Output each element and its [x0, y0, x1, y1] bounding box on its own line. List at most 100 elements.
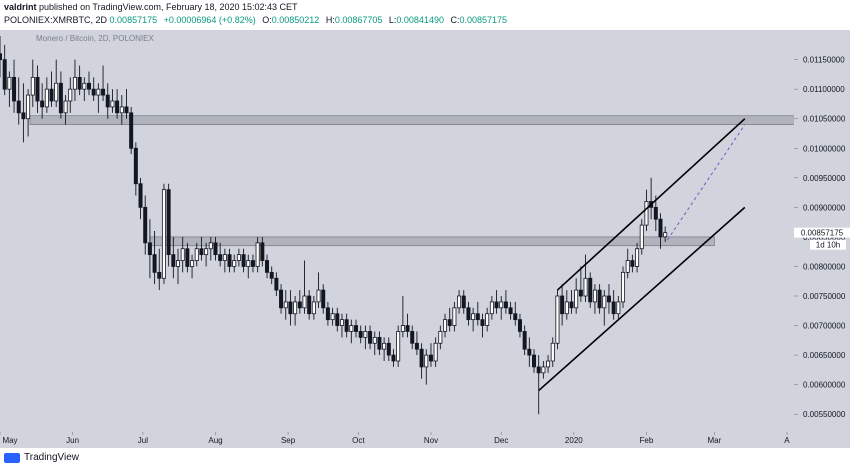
candle	[293, 296, 298, 326]
candle	[546, 355, 551, 373]
candle	[424, 349, 429, 385]
candle-body	[68, 88, 73, 102]
candle	[133, 142, 138, 196]
candle	[344, 313, 349, 338]
candle	[405, 313, 410, 338]
candle	[199, 236, 204, 261]
candle	[396, 325, 401, 367]
candle-body	[410, 331, 415, 344]
candle-body	[447, 319, 452, 326]
symbol-label[interactable]: POLONIEX:XMRBTC, 2D	[4, 15, 108, 25]
candle	[96, 83, 101, 113]
price-tick-label: 0.00750000	[803, 292, 846, 301]
candle-body	[321, 289, 326, 309]
candle-body	[325, 307, 330, 321]
candle	[190, 254, 195, 279]
candle	[564, 290, 569, 320]
candle	[635, 242, 640, 273]
candle	[513, 301, 518, 326]
time-axis[interactable]	[0, 432, 794, 448]
candle	[204, 242, 209, 267]
candle-body	[260, 242, 265, 261]
candle	[325, 301, 330, 326]
candle	[283, 290, 288, 320]
candle	[101, 65, 106, 101]
price-tick-label: 0.00800000	[803, 262, 846, 271]
plot-background[interactable]	[0, 30, 794, 432]
candle-body	[227, 254, 232, 267]
candle-body	[391, 354, 396, 362]
candle-body	[494, 301, 499, 309]
candle-body	[236, 254, 241, 261]
candle	[433, 337, 438, 367]
candle	[503, 290, 508, 314]
candle	[115, 89, 120, 119]
candle-body	[213, 242, 218, 256]
candle	[236, 248, 241, 267]
candle	[349, 319, 354, 344]
candle-body	[119, 106, 124, 114]
candle-body	[466, 307, 471, 321]
candle	[119, 95, 124, 125]
candle-body	[536, 366, 541, 374]
candle-body	[475, 313, 480, 321]
tradingview-logo[interactable]: TradingView	[4, 452, 79, 463]
price-axis[interactable]	[794, 30, 850, 448]
candle-body	[87, 82, 92, 90]
candle-body	[400, 325, 405, 332]
last-price: 0.00857175	[109, 15, 158, 25]
candle-body	[616, 301, 621, 315]
candle	[16, 77, 21, 125]
price-tick-label: 0.01150000	[803, 56, 845, 65]
price-tick-label: 0.00600000	[803, 381, 846, 390]
price-chart[interactable]: Monero / Bitcoin, 2D, POLONIEX 0.0115000…	[0, 30, 850, 448]
candle-body	[307, 295, 312, 315]
candle	[419, 343, 424, 379]
candle-body	[105, 94, 110, 108]
candle	[611, 290, 616, 320]
candle	[630, 254, 635, 273]
candle-body	[433, 342, 438, 362]
candle-body	[527, 348, 532, 356]
candle	[321, 284, 326, 314]
candle	[316, 272, 321, 308]
candle	[592, 284, 597, 314]
candle-body	[283, 301, 288, 309]
candle	[457, 290, 462, 314]
candle-body	[588, 277, 593, 303]
close-label: C:	[450, 15, 460, 25]
resistance-zone	[29, 115, 796, 125]
candle	[180, 236, 185, 273]
candle-body	[91, 88, 96, 96]
candle	[166, 183, 171, 267]
countdown-badge	[810, 239, 846, 250]
candle-body	[635, 248, 640, 267]
candle	[583, 254, 588, 302]
projection-line	[667, 124, 746, 241]
candle-body	[199, 248, 204, 256]
candle-body	[82, 82, 87, 90]
candle-body	[297, 301, 302, 309]
author-name[interactable]: valdrint	[4, 2, 37, 12]
candle-body	[115, 100, 120, 114]
candle-body	[147, 242, 152, 256]
candle-body	[218, 254, 223, 261]
candle-body	[611, 301, 616, 315]
chart-footer: TradingView	[0, 448, 850, 469]
candle	[302, 260, 307, 314]
candle-body	[372, 336, 377, 344]
candle	[232, 254, 237, 273]
candle	[77, 65, 82, 96]
candle	[288, 290, 293, 326]
candle-body	[58, 82, 63, 114]
candle	[532, 349, 537, 373]
candle	[438, 325, 443, 350]
candle	[400, 296, 405, 338]
candle	[541, 361, 546, 379]
candle-body	[35, 76, 40, 102]
candle	[279, 284, 284, 314]
candle	[452, 301, 457, 332]
candle	[461, 290, 466, 314]
candle	[105, 83, 110, 119]
candle	[639, 219, 644, 255]
